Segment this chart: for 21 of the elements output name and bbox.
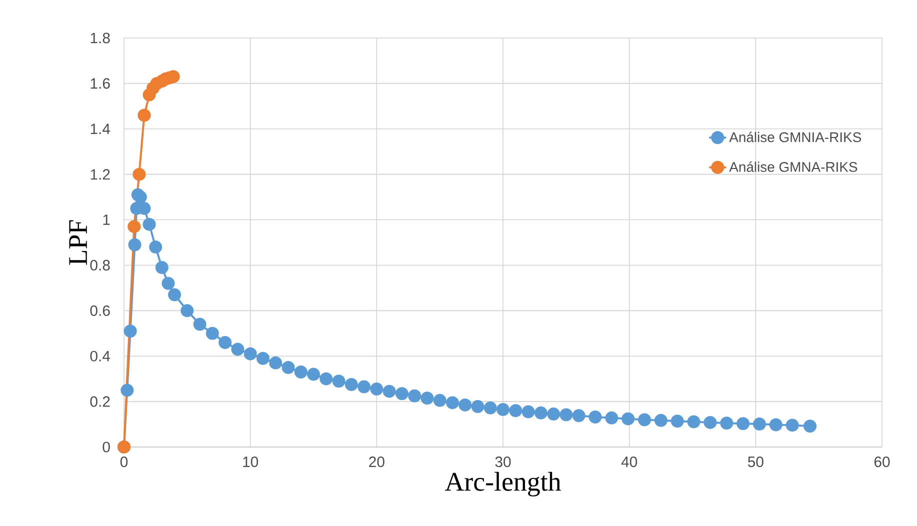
x-tick-label: 60: [874, 456, 890, 468]
y-tick-label: 0.4: [90, 350, 110, 362]
y-tick-label: 1.8: [90, 32, 110, 44]
x-axis-title: Arc-length: [445, 472, 561, 496]
x-tick-label: 20: [369, 456, 384, 468]
y-tick-label: 1.4: [90, 124, 110, 134]
y-tick-label: 1.6: [90, 78, 110, 89]
x-tick-label: 50: [748, 456, 764, 468]
legend-label: Análise GMNIA-RIKS: [729, 132, 862, 142]
y-tick-label: 0.2: [90, 396, 110, 407]
y-axis-title: LPF: [69, 220, 87, 265]
y-tick-label: 0: [102, 442, 110, 452]
x-tick-label: 40: [621, 456, 638, 468]
y-tick-label: 1: [103, 214, 110, 225]
x-tick-label: 0: [120, 456, 128, 468]
x-tick-label: 30: [495, 456, 511, 468]
y-tick-label: 0.6: [90, 305, 110, 316]
y-tick-label: 0.8: [90, 260, 110, 271]
legend-label: Análise GMNA-RIKS: [729, 162, 858, 172]
y-tick-label: 1.2: [90, 169, 110, 180]
x-tick-label: 10: [243, 456, 258, 468]
